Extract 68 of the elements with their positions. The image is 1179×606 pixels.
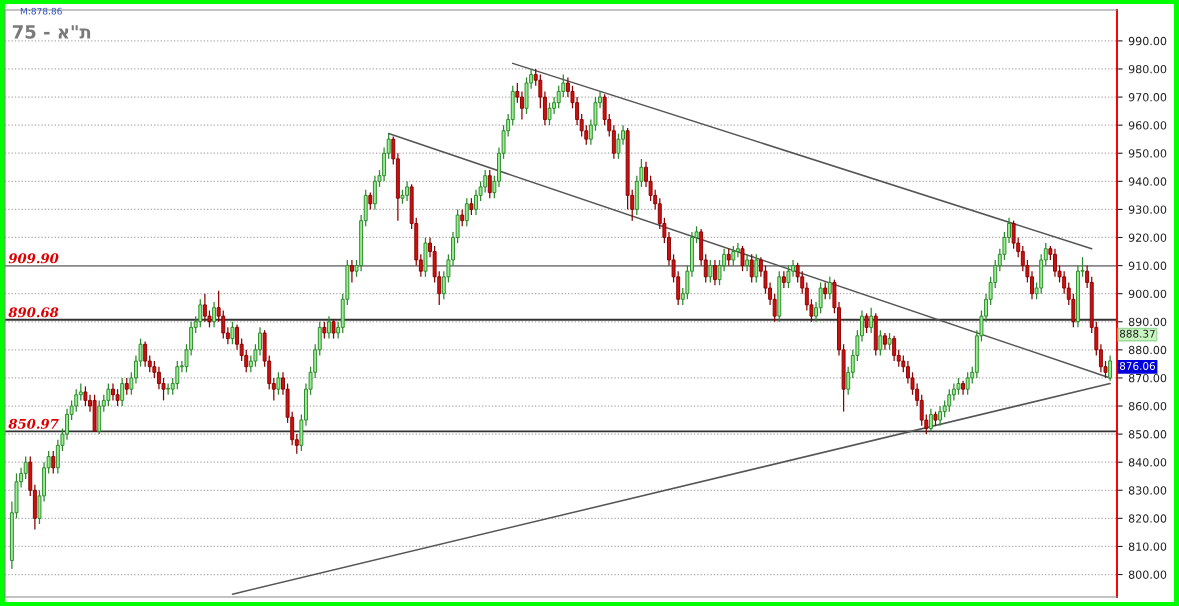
candlestick [827,276,832,300]
candlestick [938,405,943,427]
candlestick [487,169,492,199]
candlestick [1108,354,1113,382]
candlestick [556,85,561,109]
candlestick [143,340,148,368]
y-tick-label: 810.00 [1128,542,1167,551]
candlestick [326,315,331,340]
y-tick-label: 920.00 [1128,233,1167,242]
candlestick [74,388,79,413]
candlestick [51,450,56,475]
y-tick-label: 980.00 [1128,64,1167,74]
y-tick-label: 990.00 [1128,36,1167,46]
candlestick [869,307,874,334]
y-tick-label: 860.00 [1128,401,1167,411]
candlestick [786,264,791,289]
candlestick [349,259,354,284]
y-tick-label: 880.00 [1128,345,1167,355]
ref-line-label: 909.90 [8,253,59,264]
annotation: M:878.86 [20,7,62,15]
candlestick [221,309,226,340]
y-tick-label: 930.00 [1128,205,1167,214]
text: 876.06 [1119,362,1156,370]
candlestick [754,253,759,284]
y-tick-label: 820.00 [1128,514,1167,523]
candlestick [1011,220,1016,250]
y-tick-label: 800.00 [1128,570,1167,579]
candlestick [892,335,897,362]
candlestick [464,197,469,227]
candlestick [175,360,180,390]
y-tick-label: 830.00 [1128,486,1167,495]
text: 75 - א"ת [12,25,91,39]
candlestick [708,259,713,284]
y-tick-label: 850.00 [1128,430,1167,439]
y-tick-label: 950.00 [1128,149,1167,158]
candlestick [212,301,217,328]
ref-line-label: 890.68 [8,307,59,318]
y-tick-label: 840.00 [1128,458,1167,467]
y-tick-label: 910.00 [1128,261,1167,270]
candlestick [731,245,736,267]
candlestick [23,455,28,480]
candlestick [864,312,869,334]
candlestick [781,270,786,289]
y-tick-label: 890.00 [1128,317,1167,327]
y-tick-label: 970.00 [1128,93,1167,102]
candlestick [947,388,952,413]
y-tick-label: 900.00 [1128,289,1167,299]
candlestick [198,298,203,328]
candlestick [230,321,235,345]
candlestick [735,242,740,258]
candlestick [740,245,745,272]
candlestick [965,371,970,396]
candlestick [749,253,754,284]
ref-line-label: 850.97 [8,418,59,429]
y-tick-label: 960.00 [1128,121,1167,130]
candlestick [120,377,125,407]
y-tick-label: 870.00 [1128,373,1167,383]
candlestick [331,318,336,340]
candlestick [166,382,171,396]
candlestick [928,408,933,432]
candlestick [878,329,883,357]
candlestick [745,253,750,272]
candlestick [106,382,111,407]
candlestick [519,90,524,121]
candlestick [712,259,717,286]
y-tick-label: 940.00 [1128,177,1167,186]
candlestick [276,371,281,396]
text: 888.37 [1119,329,1155,338]
